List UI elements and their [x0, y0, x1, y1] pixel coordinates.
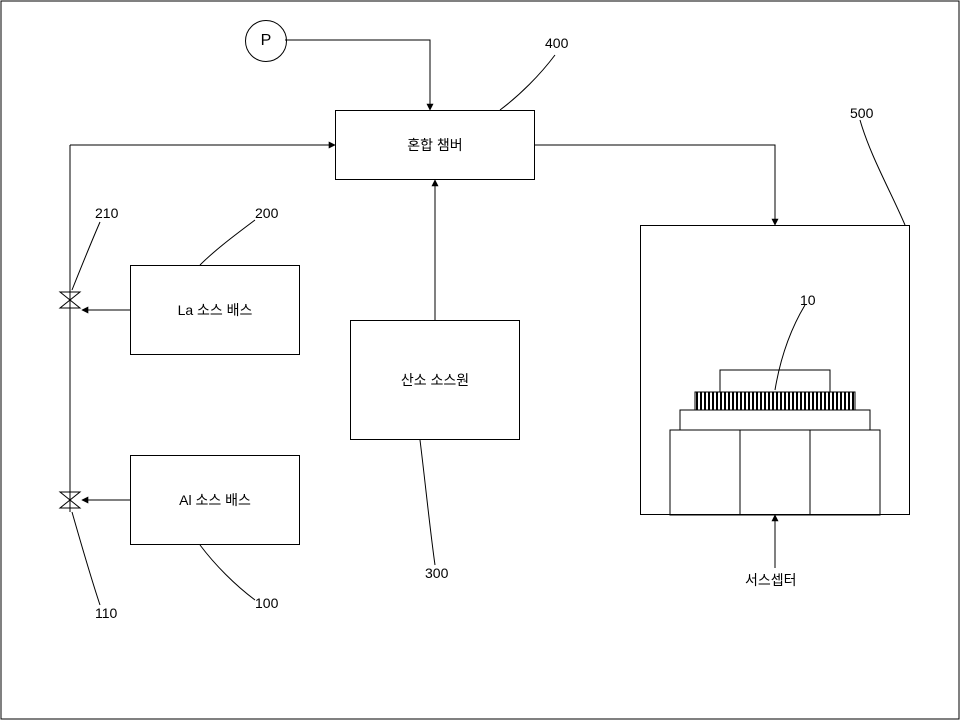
susceptor-label: 서스셉터 — [745, 570, 797, 590]
la-source-box: La 소스 배스 — [130, 265, 300, 355]
la-source-label: La 소스 배스 — [178, 300, 253, 320]
valve-icon-la — [60, 292, 80, 308]
p-label: P — [261, 32, 272, 50]
o2-source-box: 산소 소스원 — [350, 320, 520, 440]
ref-300: 300 — [425, 565, 448, 581]
al-source-label: Al 소스 배스 — [179, 490, 251, 510]
reactor-box — [640, 225, 910, 515]
ref-10: 10 — [800, 292, 816, 308]
al-source-box: Al 소스 배스 — [130, 455, 300, 545]
o2-source-label: 산소 소스원 — [401, 370, 469, 390]
mix-chamber-label: 혼합 챔버 — [407, 135, 462, 155]
ref-500: 500 — [850, 105, 873, 121]
ref-200: 200 — [255, 205, 278, 221]
p-node: P — [245, 20, 287, 62]
ref-100: 100 — [255, 595, 278, 611]
ref-210: 210 — [95, 205, 118, 221]
ref-400: 400 — [545, 35, 568, 51]
valve-icon-al — [60, 492, 80, 508]
ref-110: 110 — [95, 605, 117, 621]
mix-chamber-box: 혼합 챔버 — [335, 110, 535, 180]
